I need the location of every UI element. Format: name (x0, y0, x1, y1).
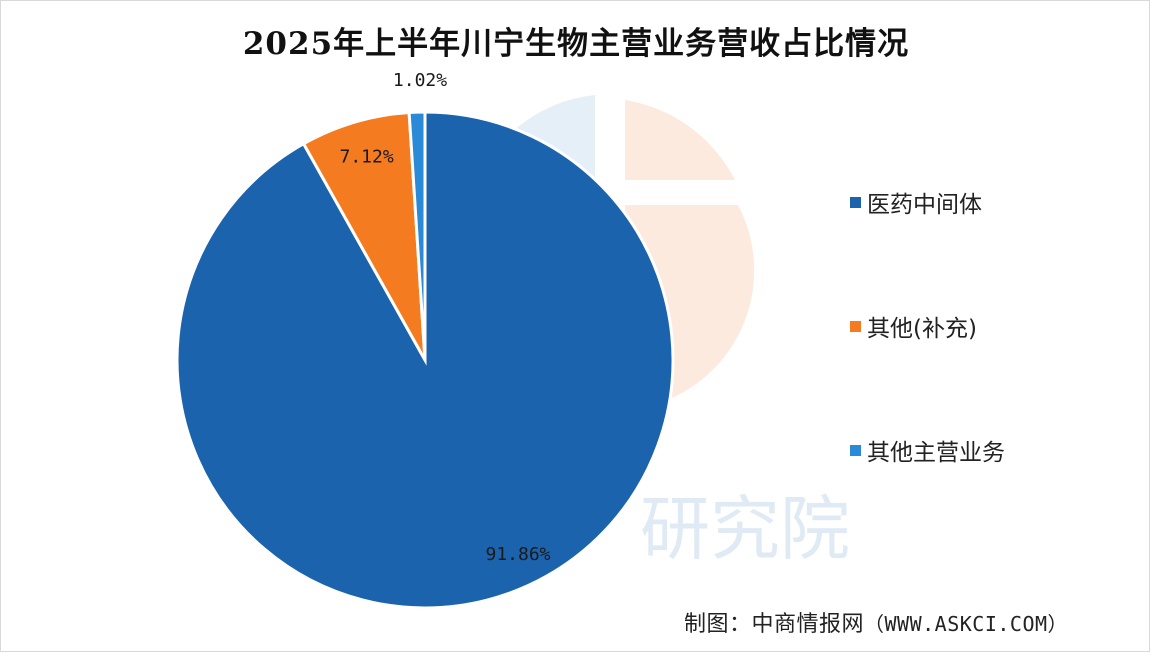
legend-item-intermediates: 医药中间体 (850, 185, 1005, 219)
legend-swatch-intermediates (850, 196, 861, 208)
slice-label-intermediates: 91.86% (485, 544, 550, 565)
source-url: （WWW.ASKCI.COM） (864, 612, 1069, 636)
legend-label-intermediates: 医药中间体 (867, 192, 982, 218)
legend-item-other-main: 其他主营业务 (850, 433, 1005, 467)
legend: 医药中间体 其他(补充) 其他主营业务 (850, 185, 1005, 557)
slice-other-main (407, 110, 427, 361)
watermark-orange-quadrant (625, 100, 735, 180)
slice-other-supplement (301, 110, 427, 361)
legend-swatch-other-supplement (850, 320, 861, 332)
legend-label-other-main: 其他主营业务 (867, 440, 1005, 466)
slice-label-other-main: 1.02% (393, 70, 447, 91)
pie-labels: 91.86% 7.12% 1.02% (339, 70, 550, 565)
pie-slices (175, 110, 675, 610)
chart-title: 2025年上半年川宁生物主营业务营收占比情况 (242, 26, 910, 62)
watermark-text: 研究院 (640, 488, 850, 570)
legend-label-other-supplement: 其他(补充) (867, 316, 977, 342)
source-prefix: 制图：中商情报网 (684, 612, 865, 637)
source-note: 制图：中商情报网（WWW.ASKCI.COM） (684, 606, 1068, 638)
legend-swatch-other-main (850, 444, 861, 456)
slice-label-other-supplement: 7.12% (339, 147, 393, 168)
legend-item-other-supplement: 其他(补充) (850, 309, 1005, 343)
